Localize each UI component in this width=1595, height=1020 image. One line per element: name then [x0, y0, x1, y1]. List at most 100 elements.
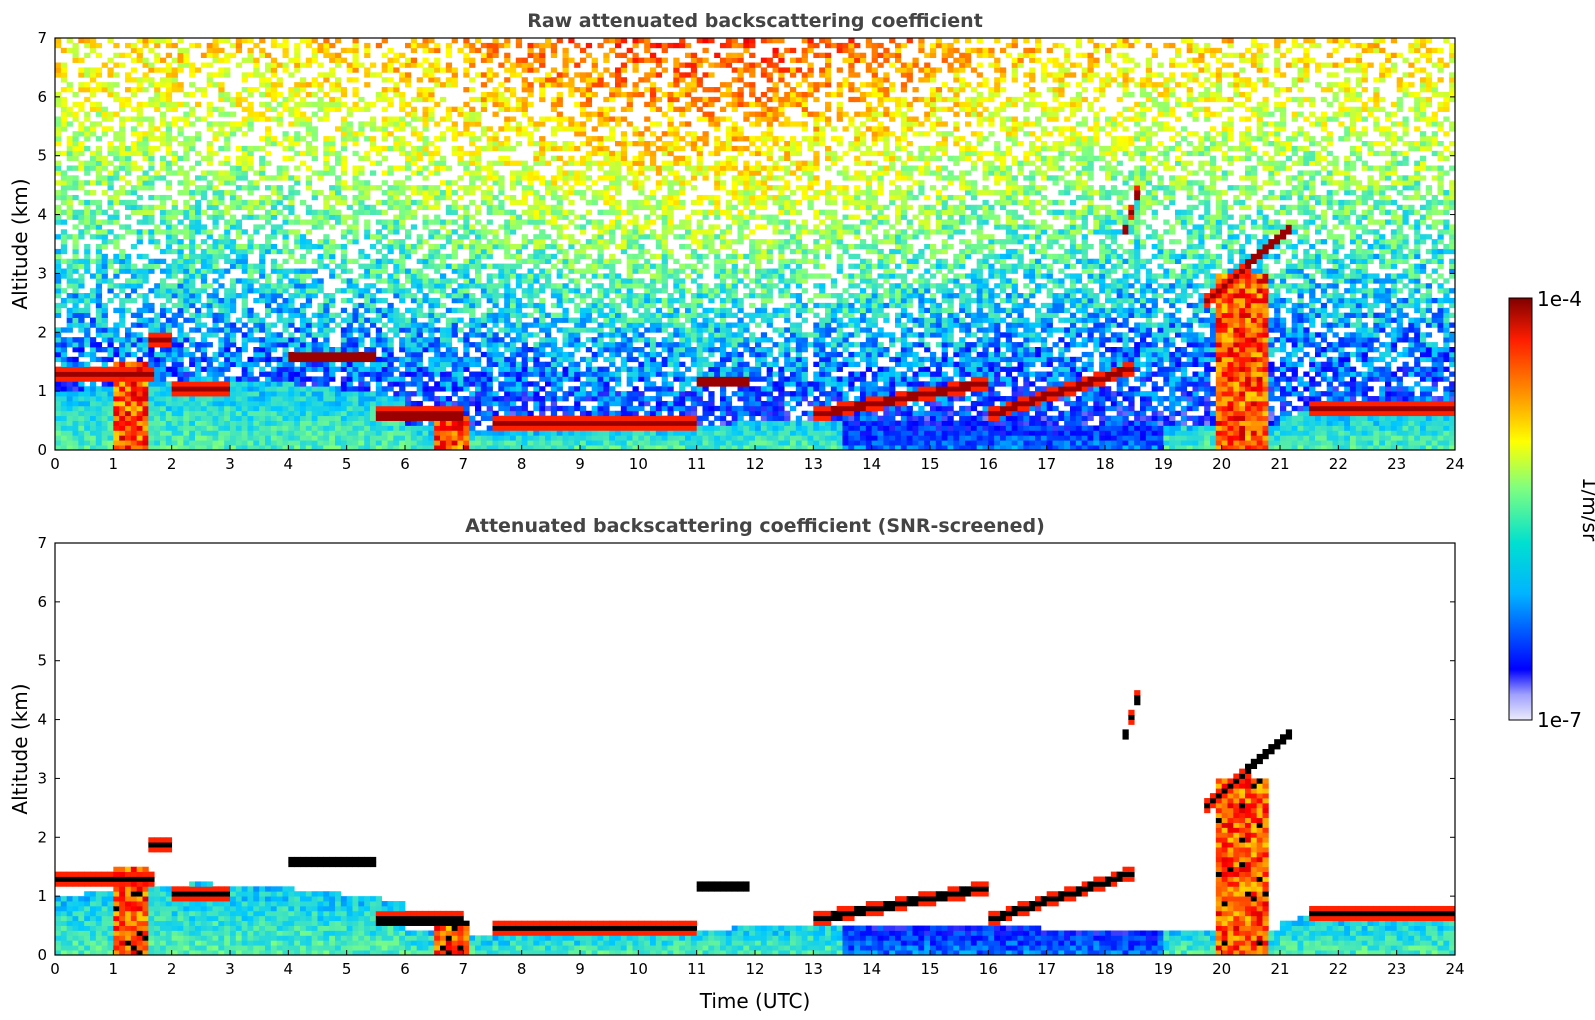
heatmap-cell [160, 386, 167, 392]
heatmap-cell [457, 420, 464, 426]
heatmap-cell [90, 435, 97, 441]
heatmap-cell [90, 165, 97, 171]
heatmap-cell [160, 302, 167, 309]
heatmap-cell [276, 101, 283, 108]
heatmap-cell [399, 214, 406, 220]
heatmap-cell [568, 342, 575, 348]
heatmap-cell [142, 136, 149, 142]
heatmap-cell [475, 96, 482, 103]
heatmap-cell [218, 194, 225, 201]
heatmap-cell [259, 435, 266, 441]
heatmap-cell [177, 62, 184, 68]
heatmap-cell [352, 342, 359, 348]
heatmap-cell [148, 131, 155, 137]
heatmap-cell [335, 410, 342, 417]
heatmap-cell [550, 194, 558, 201]
heatmap-cell [457, 145, 464, 152]
heatmap-cell [451, 440, 458, 446]
heatmap-cell [457, 175, 464, 181]
heatmap-cell [212, 445, 219, 450]
heatmap-cell [329, 214, 336, 220]
heatmap-cell [311, 440, 318, 446]
heatmap-cell [504, 317, 511, 323]
heatmap-cell [539, 180, 546, 186]
heatmap-cell [177, 263, 184, 269]
heatmap-cell [136, 180, 143, 186]
heatmap-cell [410, 425, 418, 431]
heatmap-cell [259, 263, 266, 269]
heatmap-cell [340, 351, 348, 358]
heatmap-cell [230, 445, 237, 450]
heatmap-cell [125, 278, 132, 284]
heatmap-cell [533, 381, 540, 387]
heatmap-cell [317, 175, 324, 181]
heatmap-cell [66, 400, 73, 407]
heatmap-cell [282, 351, 289, 358]
heatmap-cell [434, 371, 441, 377]
heatmap-cell [311, 155, 318, 162]
heatmap-cell [305, 361, 313, 368]
heatmap-cell [148, 150, 155, 157]
heatmap-cell [475, 273, 482, 279]
heatmap-cell [276, 229, 283, 235]
heatmap-cell [370, 440, 377, 446]
heatmap-cell [195, 405, 202, 412]
heatmap-cell [107, 391, 114, 397]
heatmap-cell [160, 420, 167, 426]
heatmap-cell [387, 219, 394, 225]
heatmap-cell [463, 229, 470, 235]
heatmap-cell [55, 391, 62, 397]
heatmap-cell [323, 170, 330, 176]
heatmap-cell [463, 337, 470, 343]
heatmap-cell [335, 214, 342, 220]
heatmap-cell [550, 82, 558, 88]
heatmap-cell [130, 415, 138, 421]
heatmap-cell [393, 141, 400, 147]
heatmap-cell [428, 38, 435, 44]
heatmap-cell [317, 312, 324, 318]
heatmap-cell [55, 366, 62, 372]
heatmap-cell [358, 366, 365, 372]
heatmap-cell [107, 82, 114, 88]
heatmap-cell [171, 121, 178, 127]
heatmap-cell [119, 307, 126, 314]
heatmap-cell [95, 87, 103, 93]
heatmap-cell [381, 234, 388, 240]
heatmap-cell [545, 185, 552, 191]
heatmap-cell [311, 91, 318, 98]
heatmap-cell [177, 351, 184, 358]
heatmap-cell [510, 396, 517, 402]
heatmap-cell [125, 391, 132, 397]
heatmap-cell [72, 57, 79, 63]
heatmap-cell [416, 386, 423, 392]
heatmap-cell [78, 126, 85, 132]
heatmap-cell [486, 199, 493, 206]
heatmap-cell [282, 302, 289, 309]
heatmap-cell [527, 273, 534, 279]
heatmap-cell [90, 199, 97, 206]
heatmap-cell [247, 435, 254, 441]
heatmap-cell [294, 101, 301, 108]
heatmap-cell [90, 87, 97, 93]
heatmap-cell [189, 361, 196, 368]
heatmap-cell [510, 371, 517, 377]
heatmap-cell [346, 317, 353, 323]
heatmap-cell [72, 400, 79, 407]
heatmap-cell [107, 356, 114, 363]
heatmap-cell [323, 356, 330, 363]
heatmap-cell [259, 327, 266, 333]
heatmap-cell [533, 190, 540, 196]
heatmap-cell [515, 278, 523, 284]
heatmap-cell [177, 38, 184, 44]
heatmap-cell [545, 351, 552, 358]
heatmap-cell [125, 347, 132, 353]
heatmap-cell [387, 204, 394, 211]
heatmap-cell [195, 229, 202, 235]
heatmap-cell [498, 224, 505, 230]
heatmap-cell [55, 180, 62, 186]
heatmap-cell [136, 131, 143, 137]
heatmap-cell [200, 62, 208, 68]
heatmap-cell [311, 430, 318, 436]
heatmap-cell [294, 391, 301, 397]
heatmap-cell [171, 239, 178, 245]
